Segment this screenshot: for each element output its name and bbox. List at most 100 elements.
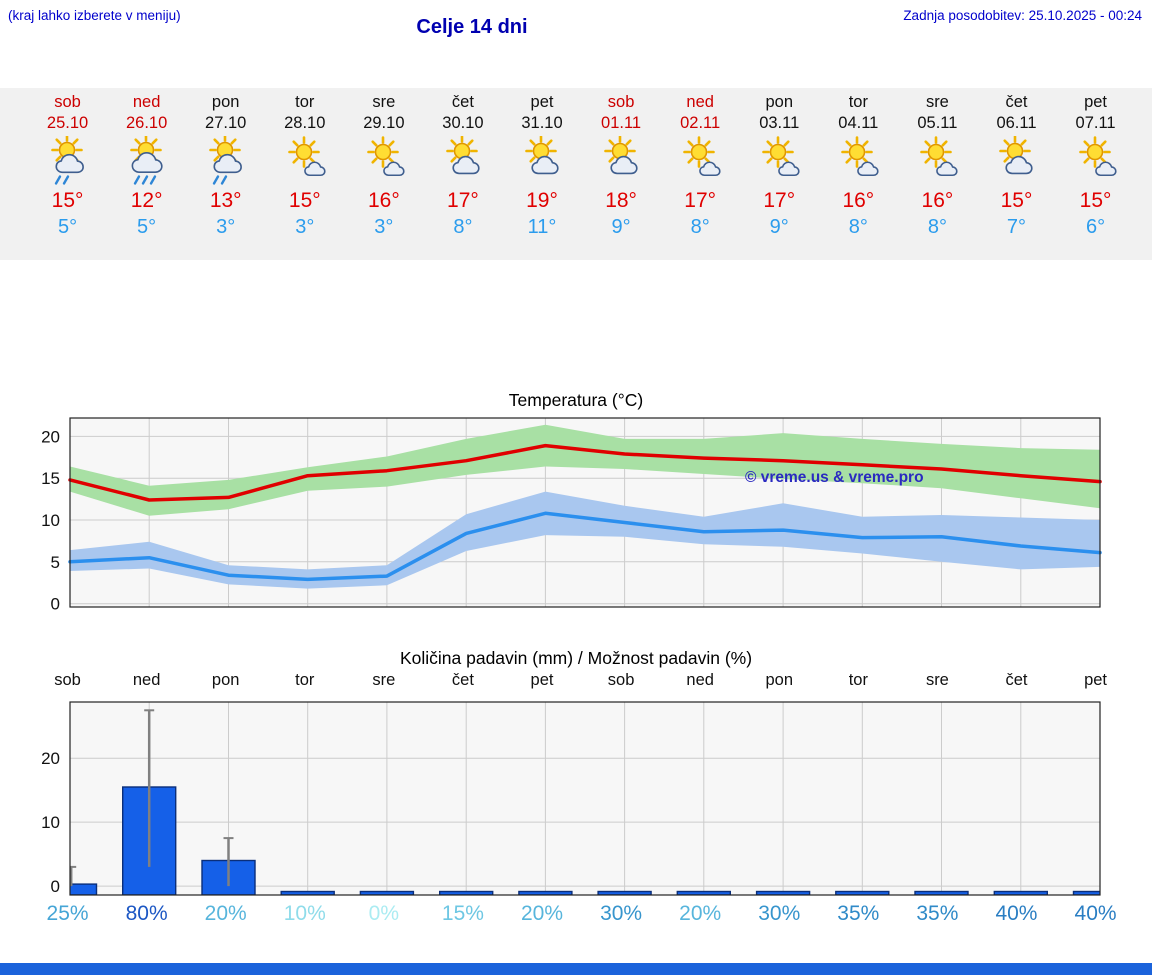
precip-probability: 25%: [46, 902, 89, 925]
day-name: sre: [372, 93, 396, 111]
day-date: 05.11: [917, 114, 958, 132]
day-min-temp: 9°: [611, 216, 631, 238]
precip-day-label: sob: [54, 671, 81, 689]
day-date: 27.10: [205, 114, 247, 132]
day-max-temp: 12°: [130, 189, 163, 212]
sun-cloud-heavy-rain-icon: [107, 136, 186, 186]
precip-day-label: pon: [765, 671, 793, 689]
day-name: pon: [765, 93, 793, 111]
day-min-temp: 5°: [137, 216, 157, 238]
precip-probability: 40%: [1074, 902, 1117, 925]
watermark-link[interactable]: © vreme.us & vreme.pro: [745, 469, 924, 486]
svg-text:0: 0: [51, 595, 60, 614]
day-name: tor: [295, 93, 315, 111]
sun-small-cloud-icon: [819, 136, 898, 186]
day-min-temp: 7°: [1006, 216, 1027, 238]
day-min-temp: 9°: [769, 216, 789, 238]
day-name: čet: [451, 93, 474, 111]
sun-small-cloud-icon: [344, 136, 423, 186]
forecast-day-column: sre 29.10 16° 3°: [344, 92, 423, 239]
last-update-label: Zadnja posodobitev: 25.10.2025 - 00:24: [903, 8, 1142, 23]
day-min-temp: 8°: [848, 216, 868, 238]
day-date: 02.11: [680, 114, 721, 132]
day-date: 03.11: [759, 114, 800, 132]
day-date: 25.10: [46, 114, 89, 132]
day-name: pet: [1084, 93, 1108, 111]
forecast-day-column: pet 31.10 19° 11°: [502, 92, 581, 239]
forecast-day-column: čet 06.11 15° 7°: [977, 92, 1056, 239]
day-max-temp: 15°: [1079, 189, 1112, 212]
svg-text:10: 10: [41, 813, 60, 832]
day-min-temp: 8°: [927, 216, 947, 238]
precip-day-label: ned: [132, 671, 161, 689]
precip-probability: 10%: [283, 902, 326, 925]
day-min-temp: 3°: [216, 216, 236, 238]
day-max-temp: 17°: [684, 189, 717, 212]
precip-day-label: pet: [1084, 671, 1108, 689]
precip-probability: 40%: [995, 902, 1038, 925]
precip-probability: 15%: [441, 902, 484, 925]
day-min-temp: 11°: [527, 216, 557, 238]
svg-text:0: 0: [51, 877, 60, 896]
svg-text:20: 20: [41, 749, 60, 768]
precip-probability: 80%: [125, 902, 168, 925]
day-name: čet: [1005, 93, 1028, 111]
day-date: 26.10: [125, 114, 168, 132]
svg-text:10: 10: [41, 511, 60, 530]
forecast-day-column: sob 25.10 15° 5°: [28, 92, 107, 239]
forecast-day-column: sob 01.11 18° 9°: [582, 92, 661, 239]
day-max-temp: 13°: [209, 189, 242, 212]
precip-probability: 20%: [679, 902, 722, 925]
day-date: 01.11: [601, 114, 642, 132]
forecast-day-column: ned 02.11 17° 8°: [661, 92, 740, 239]
day-name: sre: [925, 93, 949, 111]
svg-text:15: 15: [41, 469, 60, 488]
day-min-temp: 8°: [690, 216, 710, 238]
day-name: ned: [686, 93, 714, 111]
menu-hint: (kraj lahko izberete v meniju): [8, 8, 181, 23]
day-date: 06.11: [996, 114, 1037, 132]
sun-small-cloud-icon: [265, 136, 344, 186]
precip-probability: 35%: [837, 902, 880, 925]
day-name: sob: [54, 93, 81, 111]
precip-probability: 30%: [600, 902, 643, 925]
forecast-day-column: tor 28.10 15° 3°: [265, 92, 344, 239]
day-max-temp: 17°: [763, 189, 796, 212]
sun-cloud-rain-icon: [186, 136, 265, 186]
precip-day-label: sre: [372, 671, 396, 689]
day-date: 30.10: [442, 114, 484, 132]
forecast-day-column: pet 07.11 15° 6°: [1056, 92, 1135, 239]
day-min-temp: 3°: [295, 216, 315, 238]
day-max-temp: 16°: [921, 189, 954, 212]
sun-cloud-icon: [977, 136, 1056, 186]
precip-day-label: tor: [295, 671, 315, 689]
day-max-temp: 18°: [605, 189, 637, 212]
sun-small-cloud-icon: [898, 136, 977, 186]
precip-probability: 30%: [758, 902, 801, 925]
precip-probability: 0%: [368, 902, 400, 925]
precipitation-chart: 0 10 20: [41, 701, 1101, 896]
forecast-day-column: čet 30.10 17° 8°: [423, 92, 502, 239]
sun-cloud-icon: [502, 136, 581, 186]
day-max-temp: 19°: [526, 189, 558, 212]
day-max-temp: 16°: [367, 189, 400, 212]
forecast-day-column: pon 27.10 13° 3°: [186, 92, 265, 239]
day-name: ned: [132, 93, 161, 111]
forecast-day-column: ned 26.10 12° 5°: [107, 92, 186, 239]
precip-day-label: sre: [925, 671, 949, 689]
precip-day-label: pon: [211, 671, 240, 689]
forecast-days-row: sob 25.10 15° 5° ned 26.10 12° 5° pon 27.10 13° 3° t…: [28, 92, 1135, 239]
precip-day-labels-row: sob ned pon tor sre čet pet sob ned pon tor sre čet p…: [28, 671, 1135, 690]
precipitation-chart-title: Količina padavin (mm) / Možnost padavin …: [399, 648, 753, 668]
day-date: 31.10: [521, 114, 563, 132]
day-min-temp: 8°: [453, 216, 473, 238]
day-max-temp: 17°: [447, 189, 479, 212]
sun-small-cloud-icon: [1056, 136, 1135, 186]
forecast-day-column: sre 05.11 16° 8°: [898, 92, 977, 239]
sun-cloud-rain-icon: [28, 136, 107, 186]
day-date: 04.11: [838, 114, 879, 132]
forecast-day-column: tor 04.11 16° 8°: [819, 92, 898, 239]
precip-probability-row: 25% 80% 20% 10% 0% 15% 20% 30% 20% 30% 35% 35% 40% 40…: [28, 902, 1135, 926]
day-max-temp: 15°: [51, 189, 84, 212]
